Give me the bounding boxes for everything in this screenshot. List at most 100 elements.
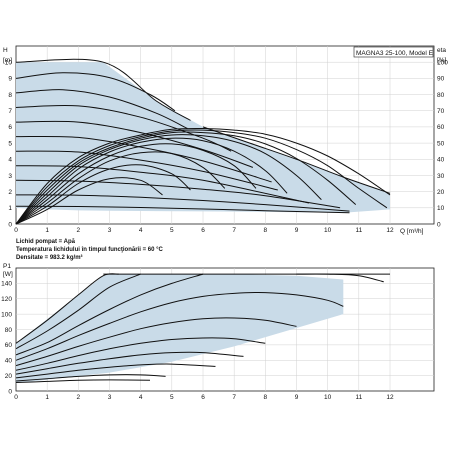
y-tick-label: 7 <box>8 108 12 115</box>
head-curve <box>15 135 272 183</box>
x-tick-label: 11 <box>355 227 362 234</box>
power-curve <box>15 337 266 371</box>
x-tick-label: 4 <box>139 394 143 401</box>
x-tick-label: 3 <box>108 394 112 401</box>
x-tick-label: 10 <box>324 394 332 401</box>
head-curve <box>15 194 350 212</box>
head-y-tick-labels: 0 1 2 3 4 5 6 7 8 9 10 <box>5 59 13 228</box>
y-tick-label: 100 <box>1 311 12 318</box>
model-label-box <box>353 46 434 58</box>
x-tick-label: 6 <box>201 394 205 401</box>
y-tick-label: 40 <box>5 358 13 365</box>
head-curves <box>15 58 391 214</box>
power-operating-area <box>16 274 344 384</box>
x-tick-label: 12 <box>386 227 394 234</box>
x-tick-label: 4 <box>139 227 143 234</box>
power-curve <box>15 273 204 356</box>
x-tick-label: 3 <box>108 227 112 234</box>
head-curve <box>15 120 254 168</box>
x-tick-label: 7 <box>232 227 236 234</box>
note-liquid: Lichid pompat = Apă <box>16 239 76 245</box>
head-curve <box>15 165 310 204</box>
y-tick-label: 0 <box>8 388 12 395</box>
head-curve <box>202 126 391 194</box>
y2-tick-label: 10 <box>437 205 445 212</box>
y-tick-label: 4 <box>8 157 12 164</box>
y-tick-label: 20 <box>5 373 13 380</box>
y2-tick-label: 30 <box>437 173 445 180</box>
efficiency-axis-label: eta <box>437 47 446 54</box>
head-curve <box>15 150 278 191</box>
y-tick-label: 8 <box>8 92 12 99</box>
x-tick-label: 5 <box>170 394 174 401</box>
power-axis-unit: [W] <box>3 271 13 278</box>
y-tick-label: 120 <box>1 296 12 303</box>
power-curve <box>15 351 244 375</box>
head-curve <box>15 205 350 214</box>
y2-tick-label: 90 <box>437 76 445 83</box>
y2-tick-label: 0 <box>437 221 441 228</box>
head-curve <box>15 89 188 129</box>
x-tick-label: 8 <box>264 227 268 234</box>
y2-tick-label: 70 <box>437 108 445 115</box>
head-curve <box>15 58 191 121</box>
power-curve <box>15 317 297 367</box>
y2-tick-label: 40 <box>437 157 445 164</box>
y2-tick-label: 50 <box>437 140 445 147</box>
x-tick-label: 6 <box>201 227 205 234</box>
y-tick-label: 1 <box>8 205 12 212</box>
head-axis-label: H <box>3 47 8 54</box>
power-x-tick-labels: 0 1 2 3 4 5 6 7 8 9 10 11 12 <box>14 394 394 401</box>
efficiency-axis-unit: [%] <box>437 57 447 64</box>
efficiency-y-tick-labels: 0 10 20 30 40 50 60 70 80 90 100 <box>437 59 448 228</box>
y-tick-label: 2 <box>8 189 12 196</box>
y-tick-label: 60 <box>5 342 13 349</box>
efficiency-curve <box>15 151 226 225</box>
x-tick-label: 2 <box>77 227 81 234</box>
x-tick-label: 9 <box>295 227 299 234</box>
y-tick-label: 3 <box>8 173 12 180</box>
head-x-tick-labels: 0 1 2 3 4 5 6 7 8 9 10 11 12 <box>14 227 394 234</box>
x-tick-label: 2 <box>77 394 81 401</box>
y-tick-label: 0 <box>8 221 12 228</box>
y-tick-label: 6 <box>8 124 12 131</box>
power-curve <box>15 374 166 382</box>
y2-tick-label: 60 <box>437 124 445 131</box>
note-density: Densitate = 983.2 kg/m³ <box>16 254 83 261</box>
y-tick-label: 5 <box>8 140 12 147</box>
y2-tick-label: 20 <box>437 189 445 196</box>
efficiency-curve <box>15 129 388 225</box>
note-temperature: Temperatura lichidului în timpul funcţio… <box>16 247 163 253</box>
x-tick-label: 5 <box>170 227 174 234</box>
power-curve <box>15 379 151 383</box>
x-tick-label: 8 <box>264 394 268 401</box>
power-y-tick-labels: 0 20 40 60 80 100 120 140 <box>1 281 12 396</box>
x-tick-label: 0 <box>14 227 18 234</box>
x-tick-label: 10 <box>324 227 332 234</box>
x-tick-label: 9 <box>295 394 299 401</box>
x-tick-label: 0 <box>14 394 18 401</box>
efficiency-curve <box>15 143 257 225</box>
power-curves <box>15 273 390 383</box>
y-tick-label: 140 <box>1 281 12 288</box>
efficiency-curve <box>15 137 288 225</box>
flow-axis-label: Q [m³/h] <box>400 228 424 235</box>
head-axis-unit: [m] <box>3 57 12 64</box>
head-curve <box>15 179 341 209</box>
power-curve <box>15 363 216 379</box>
x-tick-label: 1 <box>45 394 49 401</box>
x-tick-label: 1 <box>45 227 49 234</box>
y-tick-label: 80 <box>5 327 13 334</box>
efficiency-curve <box>15 134 322 225</box>
head-curve <box>15 72 176 112</box>
efficiency-curve <box>15 127 391 225</box>
head-curve <box>15 104 232 152</box>
model-label: MAGNA3 25-100, Model E <box>356 50 434 57</box>
y2-tick-label: 80 <box>437 92 445 99</box>
power-curve <box>15 292 344 361</box>
y-tick-label: 10 <box>5 59 13 66</box>
x-tick-label: 7 <box>232 394 236 401</box>
